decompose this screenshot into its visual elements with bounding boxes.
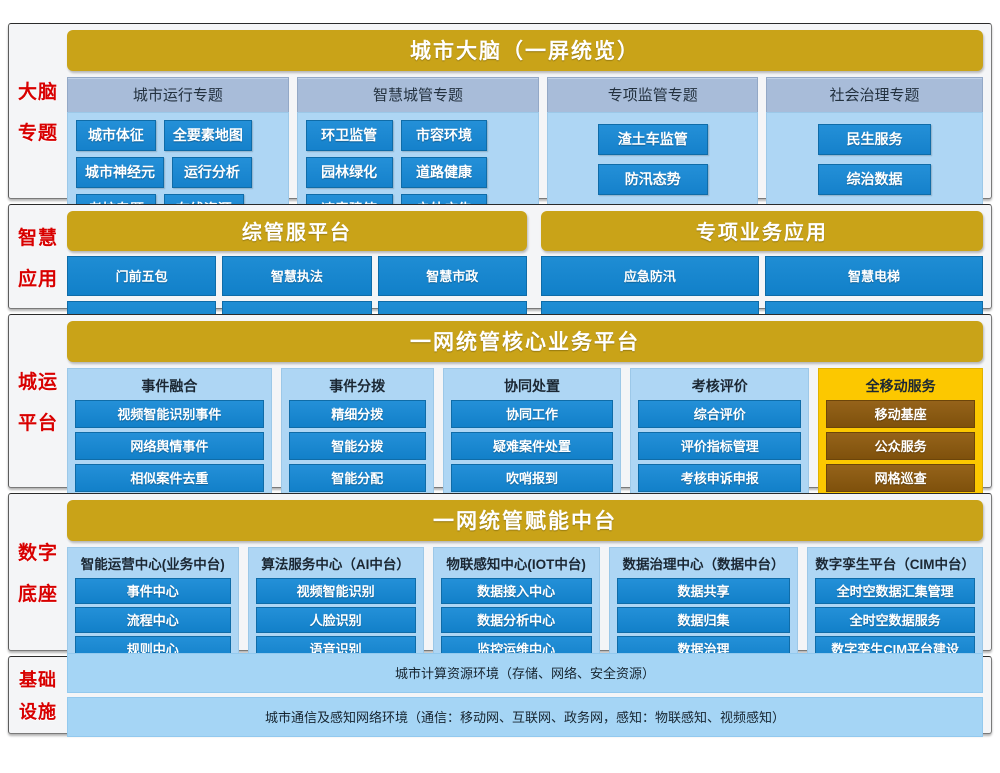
label-line-2: 平台: [17, 413, 58, 434]
label-line-2: 设施: [19, 702, 57, 722]
card-item[interactable]: 综合评价: [638, 400, 802, 428]
card-item[interactable]: 数据分析中心: [440, 607, 592, 633]
application-row: 门前五包 智慧执法 智慧市政: [67, 256, 527, 296]
card-item[interactable]: 公众服务: [826, 432, 975, 460]
card-title: 数字孪生平台（CIM中台）: [815, 557, 975, 572]
card-item[interactable]: 网格巡查: [826, 464, 975, 492]
card-title: 智能运营中心(业务中台): [80, 557, 225, 572]
card-title: 协同处置: [503, 378, 560, 394]
section-body-city-operation-platform: 一网统管核心业务平台 事件融合 视频智能识别事件 网络舆情事件 相似案件去重 统…: [67, 315, 991, 547]
infrastructure-bars: 城市计算资源环境（存储、网络、安全资源） 城市通信及感知网络环境（通信：移动网、…: [67, 652, 983, 737]
section-infrastructure: 基础 设施 城市计算资源环境（存储、网络、安全资源） 城市通信及感知网络环境（通…: [8, 652, 992, 737]
section-body-infrastructure: 城市计算资源环境（存储、网络、安全资源） 城市通信及感知网络环境（通信：移动网、…: [67, 652, 991, 737]
card-item[interactable]: 考核申诉申报: [638, 464, 802, 492]
infrastructure-bar-network[interactable]: 城市通信及感知网络环境（通信：移动网、互联网、政务网，感知：物联感知、视频感知）: [67, 696, 983, 737]
theme-chip[interactable]: 园林绿化: [305, 157, 393, 188]
card-item[interactable]: 数据共享: [616, 578, 791, 604]
card-item[interactable]: 流程中心: [75, 607, 231, 633]
label-line-1: 基础: [19, 670, 57, 690]
application-button[interactable]: 门前五包: [67, 256, 217, 296]
section-city-brain: 大脑 专题 城市大脑（一屏统览） 城市运行专题 城市体征 全要素地图 城市神经元…: [8, 23, 992, 308]
card-item[interactable]: 视频智能识别: [255, 578, 416, 604]
card-item[interactable]: 精细分拨: [288, 400, 426, 428]
label-line-2: 底座: [17, 584, 58, 605]
card-item[interactable]: 数据归集: [616, 607, 791, 633]
theme-title: 城市运行专题: [67, 77, 289, 112]
theme-chip[interactable]: 环卫监管: [305, 120, 393, 151]
application-button[interactable]: 智慧电梯: [764, 256, 984, 296]
city-brain-architecture-diagram: 大脑 专题 城市大脑（一屏统览） 城市运行专题 城市体征 全要素地图 城市神经元…: [0, 23, 1000, 773]
theme-chip[interactable]: 运行分析: [172, 157, 252, 188]
label-line-2: 专题: [17, 123, 58, 144]
card-item[interactable]: 全时空数据服务: [815, 607, 975, 633]
label-line-1: 城运: [17, 372, 58, 393]
card-item[interactable]: 相似案件去重: [75, 464, 264, 492]
label-line-1: 大脑: [17, 82, 58, 103]
theme-chip[interactable]: 市容环境: [400, 120, 488, 151]
banner-integrated-platform: 综管服平台: [67, 211, 527, 251]
card-item[interactable]: 数据接入中心: [440, 578, 592, 604]
card-title: 事件分拨: [329, 378, 386, 394]
section-digital-foundation: 数字 底座 一网统管赋能中台 智能运营中心(业务中台) 事件中心 流程中心 规则…: [8, 493, 992, 699]
label-line-2: 应用: [17, 268, 58, 290]
card-item[interactable]: 智能分配: [288, 464, 426, 492]
card-item[interactable]: 评价指标管理: [638, 432, 802, 460]
theme-title: 智慧城管专题: [296, 77, 540, 112]
theme-chip[interactable]: 民生服务: [817, 124, 932, 155]
section-label-city-operation-platform: 城运 平台: [9, 315, 67, 487]
section-body-smart-applications: 综管服平台 门前五包 智慧执法 智慧市政 共享单车 户外广告 违法建设: [67, 205, 991, 341]
section-label-digital-foundation: 数字 底座: [9, 494, 67, 650]
card-title: 全移动服务: [865, 378, 936, 394]
section-smart-applications: 智慧 应用 综管服平台 门前五包 智慧执法 智慧市政 共享单车 户外广告: [8, 204, 992, 341]
section-label-city-brain: 大脑 专题: [9, 24, 67, 198]
card-item[interactable]: 疑难案件处置: [450, 432, 614, 460]
card-item[interactable]: 移动基座: [826, 400, 975, 428]
banner-city-brain: 城市大脑（一屏统览）: [67, 30, 983, 71]
infrastructure-bar-compute[interactable]: 城市计算资源环境（存储、网络、安全资源）: [67, 652, 983, 693]
banner-enablement-midplatform: 一网统管赋能中台: [67, 500, 983, 541]
card-item[interactable]: 网络舆情事件: [75, 432, 264, 460]
theme-chip[interactable]: 城市神经元: [76, 157, 164, 188]
theme-chip[interactable]: 综治数据: [817, 164, 932, 195]
section-body-city-brain: 城市大脑（一屏统览） 城市运行专题 城市体征 全要素地图 城市神经元 运行分析 …: [67, 24, 991, 308]
section-city-operation-platform: 城运 平台 一网统管核心业务平台 事件融合 视频智能识别事件 网络舆情事件 相似…: [8, 314, 992, 547]
theme-chip[interactable]: 全要素地图: [163, 120, 252, 151]
application-row: 应急防汛 智慧电梯: [540, 256, 984, 296]
section-label-smart-applications: 智慧 应用: [9, 205, 67, 308]
banner-core-business-platform: 一网统管核心业务平台: [67, 321, 983, 362]
banner-special-business: 专项业务应用: [540, 211, 983, 251]
section-body-digital-foundation: 一网统管赋能中台 智能运营中心(业务中台) 事件中心 流程中心 规则中心 资源中…: [67, 494, 991, 699]
card-item[interactable]: 智能分拨: [288, 432, 426, 460]
section-label-infrastructure: 基础 设施: [9, 657, 67, 733]
application-button[interactable]: 智慧市政: [377, 256, 527, 296]
card-item[interactable]: 人脸识别: [255, 607, 416, 633]
theme-chip[interactable]: 渣土车监管: [597, 124, 708, 155]
label-line-1: 智慧: [17, 227, 58, 249]
card-title: 事件融合: [141, 378, 198, 394]
theme-title: 专项监管专题: [547, 77, 759, 112]
application-button[interactable]: 应急防汛: [540, 256, 759, 296]
card-title: 考核评价: [691, 378, 748, 394]
card-item[interactable]: 事件中心: [75, 578, 231, 604]
card-item[interactable]: 全时空数据汇集管理: [815, 578, 975, 604]
theme-chip[interactable]: 城市体征: [76, 120, 156, 151]
card-item[interactable]: 吹哨报到: [450, 464, 614, 492]
card-title: 数据治理中心（数据中台）: [622, 557, 785, 572]
card-title: 算法服务中心（AI中台）: [261, 557, 410, 572]
label-line-1: 数字: [17, 543, 58, 564]
theme-title: 社会治理专题: [766, 77, 983, 112]
card-item[interactable]: 协同工作: [450, 400, 614, 428]
theme-chip[interactable]: 道路健康: [400, 157, 488, 188]
application-button[interactable]: 智慧执法: [222, 256, 372, 296]
card-title: 物联感知中心(IOT中台): [446, 557, 586, 572]
card-item[interactable]: 视频智能识别事件: [75, 400, 264, 428]
theme-chip[interactable]: 防汛态势: [597, 164, 708, 195]
